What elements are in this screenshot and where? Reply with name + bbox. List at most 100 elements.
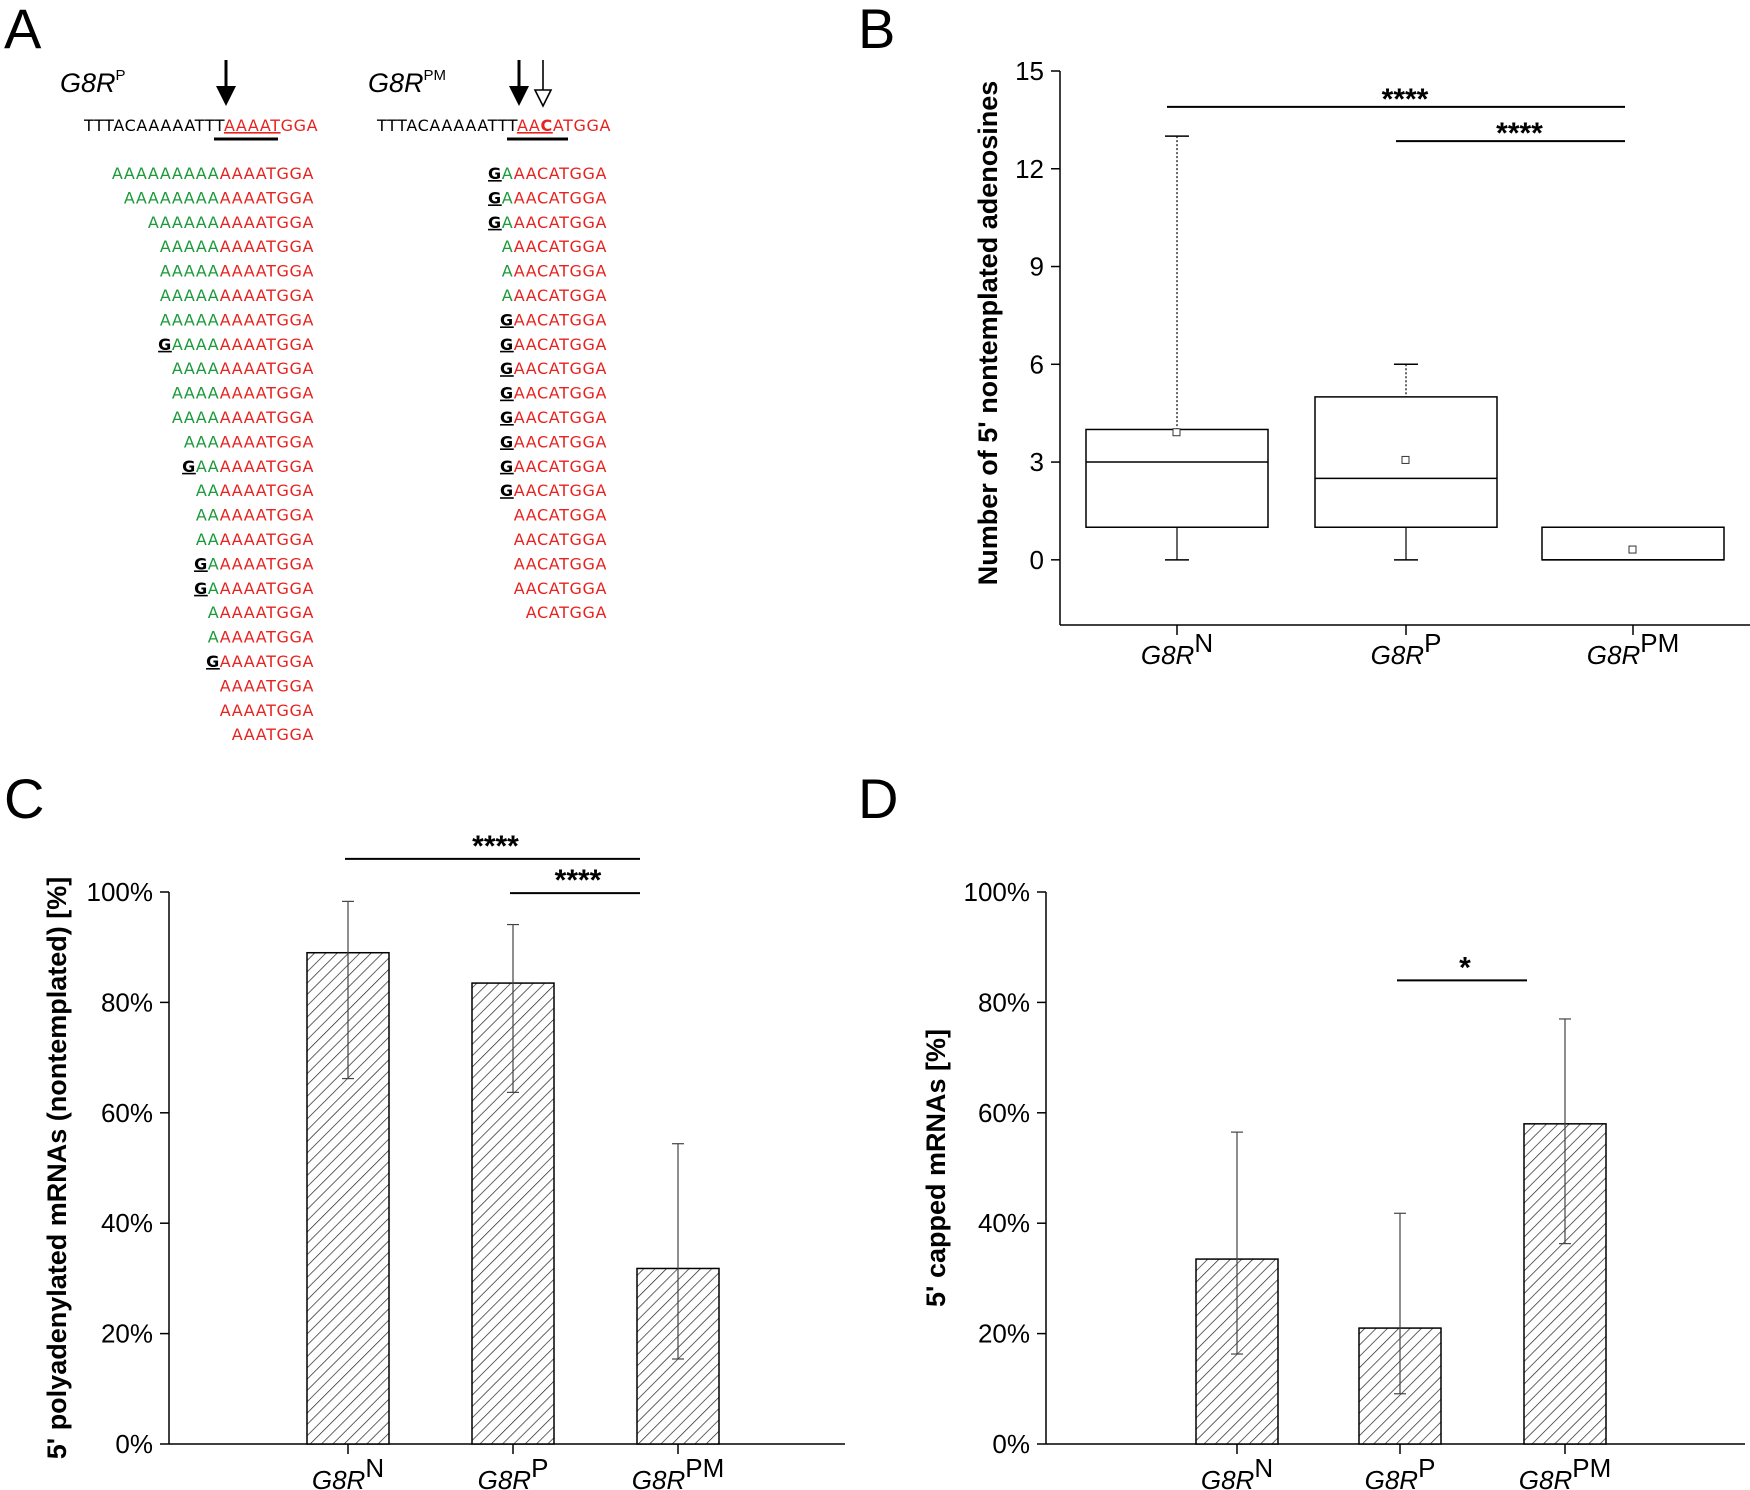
read-sequence: GAACATGGA (500, 432, 607, 451)
tss-arrow-pm-open (533, 60, 553, 108)
tss-arrow-pm-solid (509, 60, 529, 106)
y-tick-label: 100% (964, 877, 1031, 907)
panel-label-b: B (858, 0, 895, 60)
mean-marker (1628, 545, 1637, 554)
significance-label: **** (472, 830, 519, 863)
read-sequence: AACATGGA (514, 506, 607, 525)
y-tick-label: 20% (101, 1319, 153, 1349)
read-sequence: AAAATGGA (220, 676, 314, 695)
significance-label: **** (555, 864, 602, 897)
read-sequence: GAACATGGA (500, 384, 607, 403)
y-tick-label: 6 (1030, 349, 1044, 379)
read-sequence: GAAACATGGA (488, 188, 607, 207)
y-tick-label: 9 (1030, 252, 1044, 282)
tss-arrow-p (216, 60, 236, 106)
reads-list-p: AAAAAAAAAAAAATGGA AAAAAAAAAAAATGGA AAAAAAA… (112, 164, 314, 744)
read-sequence: AAAAATGGA (208, 603, 314, 622)
read-sequence: AAAATGGA (220, 701, 314, 720)
read-sequence: GAACATGGA (500, 481, 607, 500)
y-tick-label: 80% (978, 987, 1030, 1017)
panel-a-sequences: G8RP G8RPM TTTACAAAAATTTAAAATGGA TTTACAA… (60, 60, 611, 744)
x-tick-label: G8RPM (1519, 1453, 1611, 1490)
x-tick-label: G8RN (312, 1453, 384, 1490)
read-sequence: GAAAATGGA (206, 652, 314, 671)
read-sequence: AAACATGGA (502, 237, 607, 256)
read-sequence: AAAAAAATGGA (184, 432, 314, 451)
y-tick-label: 0 (1030, 545, 1044, 575)
read-sequence: AAAAAAAAAAAAATGGA (112, 164, 314, 183)
mean-marker (1172, 428, 1181, 437)
panel-label-a: A (4, 0, 42, 60)
read-sequence: AAACATGGA (502, 262, 607, 281)
read-sequence: GAAAAAAAATGGA (158, 335, 314, 354)
read-sequence: AAAAAAAAATGGA (160, 286, 314, 305)
reference-seq-pm: TTTACAAAAATTTAACATGGA (376, 116, 611, 135)
mean-marker (1401, 455, 1410, 464)
y-tick-label: 40% (978, 1208, 1030, 1238)
x-tick-label: G8RPM (632, 1453, 724, 1490)
read-sequence: AAAAATGGA (208, 628, 314, 647)
read-sequence: GAACATGGA (500, 335, 607, 354)
y-tick-label: 100% (87, 877, 154, 907)
panel-c-barchart: 0% 20% 40% 60% 80% 100% G8RN G8RP G8RPM 5' polyad… (42, 830, 845, 1490)
read-sequence: AAAAAAAAATGGA (160, 237, 314, 256)
y-axis-label: 5' polyadenylated mRNAs (nontemplated) [… (42, 877, 72, 1460)
read-sequence: GAACATGGA (500, 310, 607, 329)
significance-label: **** (1382, 83, 1429, 116)
y-tick-label: 0% (115, 1429, 153, 1459)
read-sequence: GAAACATGGA (488, 164, 607, 183)
box (1085, 428, 1269, 528)
panel-d-barchart: 0% 20% 40% 60% 80% 100% G8RN G8RP G8RPM 5' capped… (921, 877, 1745, 1490)
read-sequence: AAACATGGA (502, 286, 607, 305)
significance-label: **** (1496, 117, 1543, 150)
read-sequence: AAAAAAAAAATGGA (148, 213, 314, 232)
read-sequence: GAAAAAATGGA (182, 457, 314, 476)
read-sequence: AAAAAAAATGGA (172, 408, 314, 427)
read-sequence: AAAAAATGGA (196, 506, 314, 525)
panel-label-c: C (4, 767, 44, 830)
y-tick-label: 80% (101, 987, 153, 1017)
read-sequence: AAAAAAAAATGGA (160, 262, 314, 281)
read-sequence: ACATGGA (526, 603, 607, 622)
box (1314, 396, 1498, 528)
read-sequence: GAAAAATGGA (194, 579, 314, 598)
reads-list-pm: GAAACATGGA GAAACATGGA GAAACATGGA AAACATGGA A… (488, 164, 607, 622)
panel-b-boxplot: 0 3 6 9 12 15 G8RN G8RP G8RPM Number of 5' nontem… (973, 56, 1750, 670)
y-tick-label: 20% (978, 1319, 1030, 1349)
read-sequence: GAAACATGGA (488, 213, 607, 232)
construct-p-title: G8RP (60, 67, 126, 98)
read-sequence: AAAAAAAATGGA (172, 384, 314, 403)
y-tick-label: 60% (978, 1098, 1030, 1128)
panel-label-d: D (858, 767, 898, 830)
y-tick-label: 12 (1015, 154, 1044, 184)
read-sequence: GAACATGGA (500, 408, 607, 427)
read-sequence: AAATGGA (232, 725, 314, 744)
x-tick-label: G8RN (1201, 1453, 1273, 1490)
significance-label: * (1459, 951, 1471, 984)
read-sequence: GAAAAATGGA (194, 554, 314, 573)
construct-pm-title: G8RPM (368, 67, 446, 98)
read-sequence: AAAAAAAAATGGA (160, 310, 314, 329)
x-tick-label: G8RN (1141, 628, 1213, 670)
y-tick-label: 15 (1015, 56, 1044, 86)
y-tick-label: 0% (992, 1429, 1030, 1459)
y-tick-label: 60% (101, 1098, 153, 1128)
box (1541, 526, 1725, 561)
y-axis-label: Number of 5' nontemplated adenosines (973, 81, 1003, 586)
x-tick-label: G8RP (478, 1453, 549, 1490)
x-tick-label: G8RP (1371, 628, 1442, 670)
read-sequence: AAAAAATGGA (196, 530, 314, 549)
read-sequence: AACATGGA (514, 530, 607, 549)
x-tick-label: G8RP (1365, 1453, 1436, 1490)
read-sequence: GAACATGGA (500, 359, 607, 378)
reference-seq-p: TTTACAAAAATTTAAAATGGA (83, 116, 318, 135)
x-tick-label: G8RPM (1587, 628, 1679, 670)
read-sequence: AAAAAAAATGGA (172, 359, 314, 378)
y-axis-label: 5' capped mRNAs [%] (921, 1029, 951, 1307)
read-sequence: AACATGGA (514, 554, 607, 573)
read-sequence: AAAAAATGGA (196, 481, 314, 500)
read-sequence: AACATGGA (514, 579, 607, 598)
read-sequence: GAACATGGA (500, 457, 607, 476)
read-sequence: AAAAAAAAAAAATGGA (124, 188, 314, 207)
